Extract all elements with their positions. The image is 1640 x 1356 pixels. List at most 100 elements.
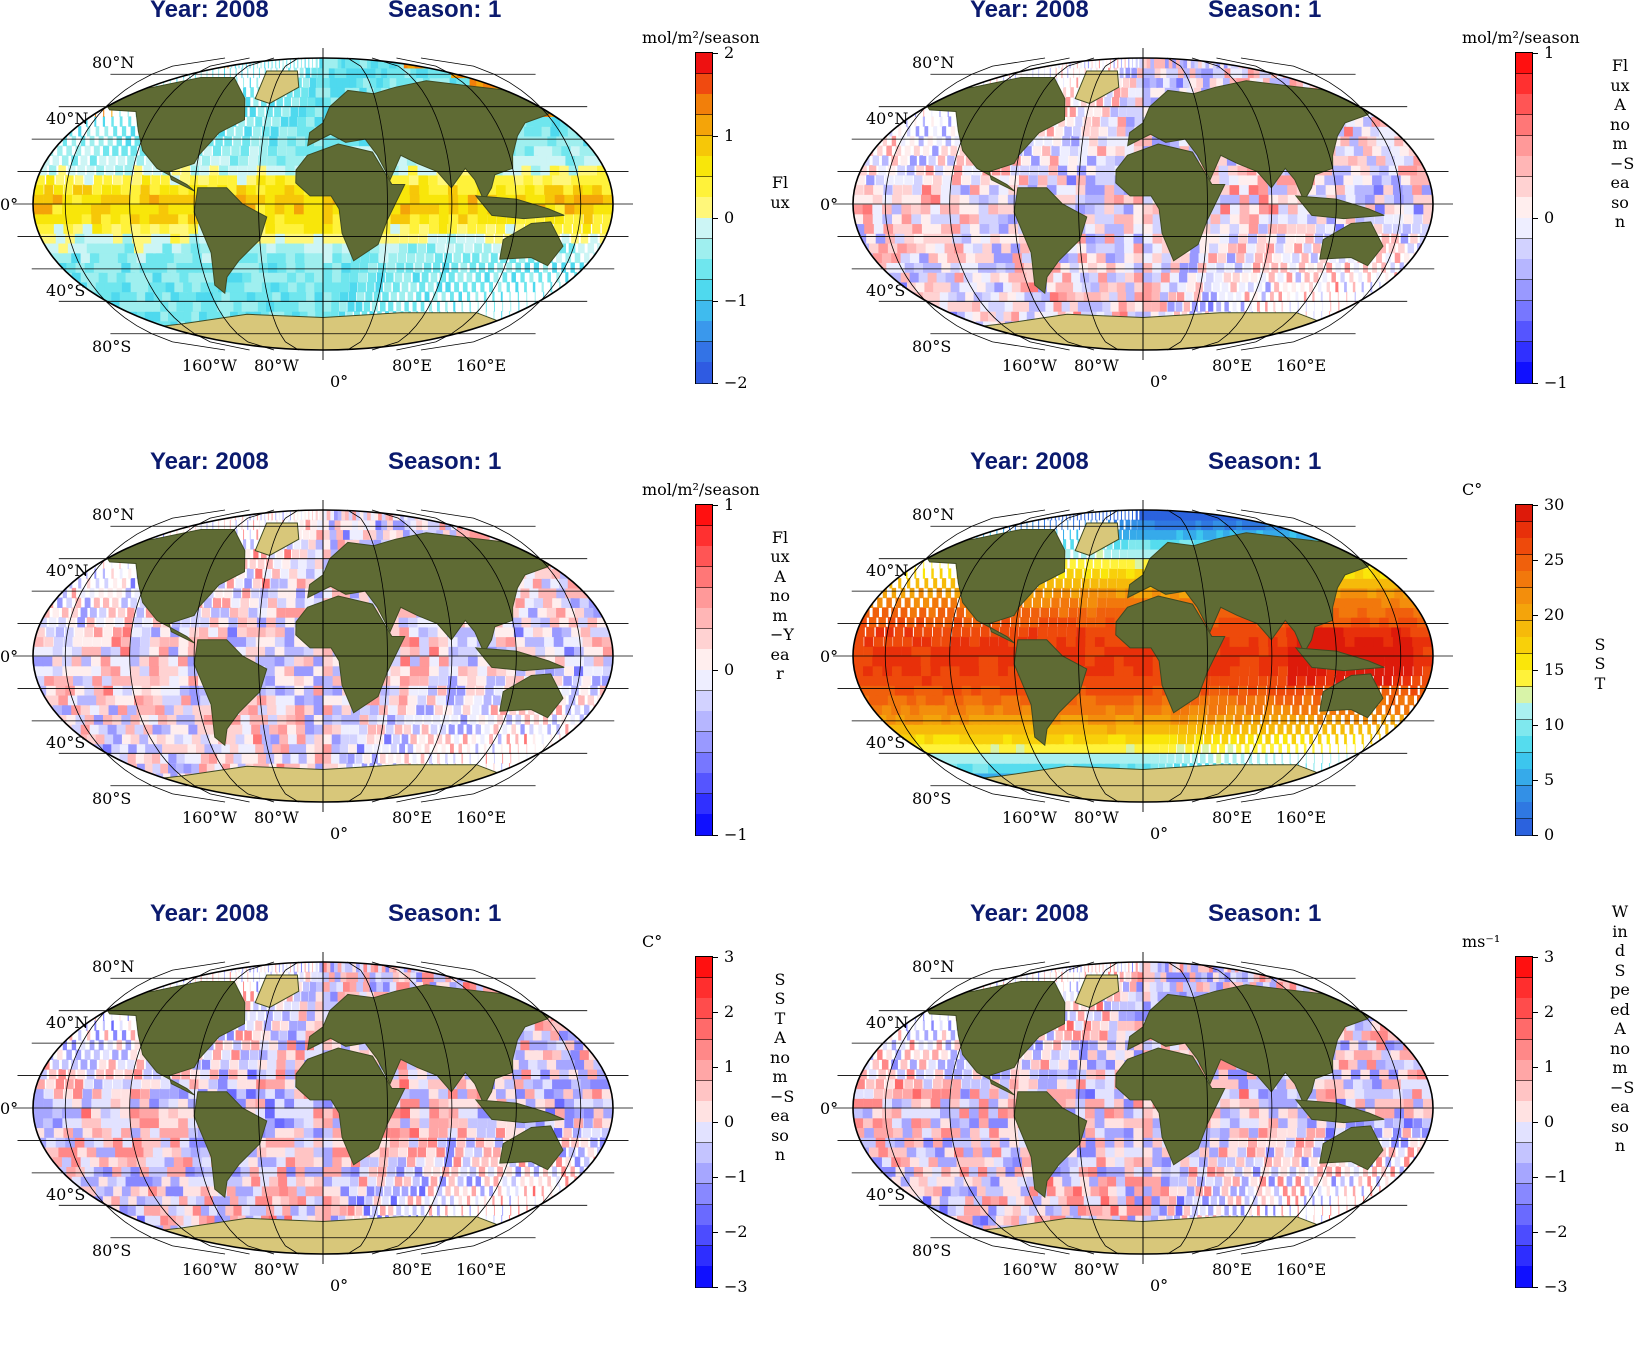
ocean-cell	[963, 242, 976, 254]
ocean-cell	[377, 262, 387, 273]
ocean-cell	[456, 340, 458, 350]
ocean-cell	[53, 636, 63, 647]
ocean-cell	[285, 252, 297, 263]
ocean-cell	[1220, 213, 1231, 225]
ocean-cell	[277, 262, 288, 273]
ocean-cell	[423, 262, 432, 273]
ocean-cell	[349, 733, 358, 745]
ocean-cell	[906, 281, 924, 293]
ocean-cell	[349, 272, 359, 283]
ocean-cell	[502, 753, 504, 764]
ocean-cell	[1384, 194, 1395, 205]
ocean-cell	[61, 252, 77, 263]
ocean-cell	[255, 656, 266, 667]
ocean-cell	[34, 223, 47, 234]
ocean-cell	[93, 685, 107, 696]
ocean-cell	[434, 704, 443, 715]
ocean-cell	[188, 724, 202, 735]
ocean-cell	[313, 714, 324, 725]
colorbar-segment	[1516, 94, 1532, 116]
ocean-cell	[472, 252, 480, 263]
ocean-cell	[579, 145, 594, 156]
ocean-cell	[1151, 272, 1162, 283]
ocean-cell	[1107, 135, 1117, 147]
ocean-cell	[152, 617, 162, 628]
ocean-cell	[168, 753, 185, 764]
ocean-cell	[356, 291, 365, 302]
ocean-cell	[584, 704, 590, 715]
ocean-cell	[1379, 126, 1395, 137]
ocean-cell	[1020, 301, 1036, 312]
ocean-cell	[348, 291, 357, 302]
ocean-cell	[424, 743, 430, 754]
ocean-cell	[265, 665, 276, 677]
ocean-cell	[1287, 223, 1297, 234]
ocean-cell	[247, 242, 259, 254]
ocean-cell	[462, 252, 471, 263]
ocean-cell	[228, 617, 238, 628]
ocean-cell	[553, 675, 563, 686]
ocean-cell	[900, 155, 908, 166]
ocean-cell	[1143, 58, 1150, 69]
ocean-cell	[1268, 272, 1275, 283]
ocean-cell	[1114, 242, 1125, 254]
ocean-cell	[1376, 135, 1392, 147]
ocean-cell	[1104, 184, 1115, 195]
ocean-cell	[480, 733, 485, 745]
ocean-cell	[57, 714, 73, 725]
ocean-cell	[1310, 252, 1318, 263]
ocean-cell	[1039, 165, 1049, 176]
ocean-cell	[520, 135, 535, 147]
ocean-cell	[46, 626, 55, 638]
ocean-cell	[1188, 262, 1198, 273]
ocean-cell	[554, 646, 566, 657]
ocean-cell	[998, 184, 1009, 195]
ocean-cell	[1053, 301, 1067, 312]
latitude-label: 80°N	[912, 53, 955, 72]
ocean-cell	[136, 330, 167, 341]
ocean-cell	[119, 106, 121, 117]
ocean-cell	[1303, 242, 1312, 254]
ocean-cell	[289, 116, 298, 127]
ocean-cell	[438, 636, 450, 647]
ocean-cell	[382, 291, 389, 302]
ocean-cell	[407, 743, 414, 754]
ocean-cell	[1329, 155, 1343, 166]
ocean-cell	[436, 733, 443, 745]
ocean-cell	[165, 67, 167, 79]
ocean-cell	[255, 743, 267, 754]
ocean-cell	[390, 675, 400, 686]
ocean-cell	[1413, 194, 1424, 205]
ocean-cell	[298, 753, 309, 764]
ocean-cell	[226, 281, 239, 293]
ocean-cell	[1338, 301, 1340, 312]
ocean-cell	[294, 194, 305, 205]
colorbar-tick	[712, 383, 718, 384]
ocean-cell	[1077, 252, 1089, 263]
ocean-cell	[539, 311, 541, 322]
ocean-cell	[1075, 291, 1087, 302]
ocean-cell	[313, 213, 324, 225]
ocean-cell	[136, 155, 145, 166]
ocean-cell	[987, 262, 1001, 273]
ocean-cell	[567, 281, 570, 293]
ocean-cell	[249, 106, 256, 117]
ocean-cell	[1403, 272, 1406, 283]
ocean-cell	[112, 262, 127, 273]
ocean-cell	[950, 281, 966, 293]
ocean-cell	[437, 685, 447, 696]
ocean-cell	[90, 763, 113, 774]
ocean-cell	[127, 607, 135, 618]
ocean-cell	[1307, 262, 1315, 273]
ocean-cell	[988, 301, 1005, 312]
ocean-cell	[1202, 291, 1209, 302]
ocean-cell	[954, 135, 961, 147]
latitude-label: 40°N	[866, 109, 909, 128]
ocean-cell	[285, 704, 297, 715]
ocean-cell	[538, 724, 543, 735]
ocean-cell	[526, 301, 528, 312]
ocean-cell	[246, 626, 257, 638]
colorbar-segment	[1516, 259, 1532, 281]
ocean-cell	[580, 174, 593, 186]
ocean-cell	[297, 58, 299, 69]
